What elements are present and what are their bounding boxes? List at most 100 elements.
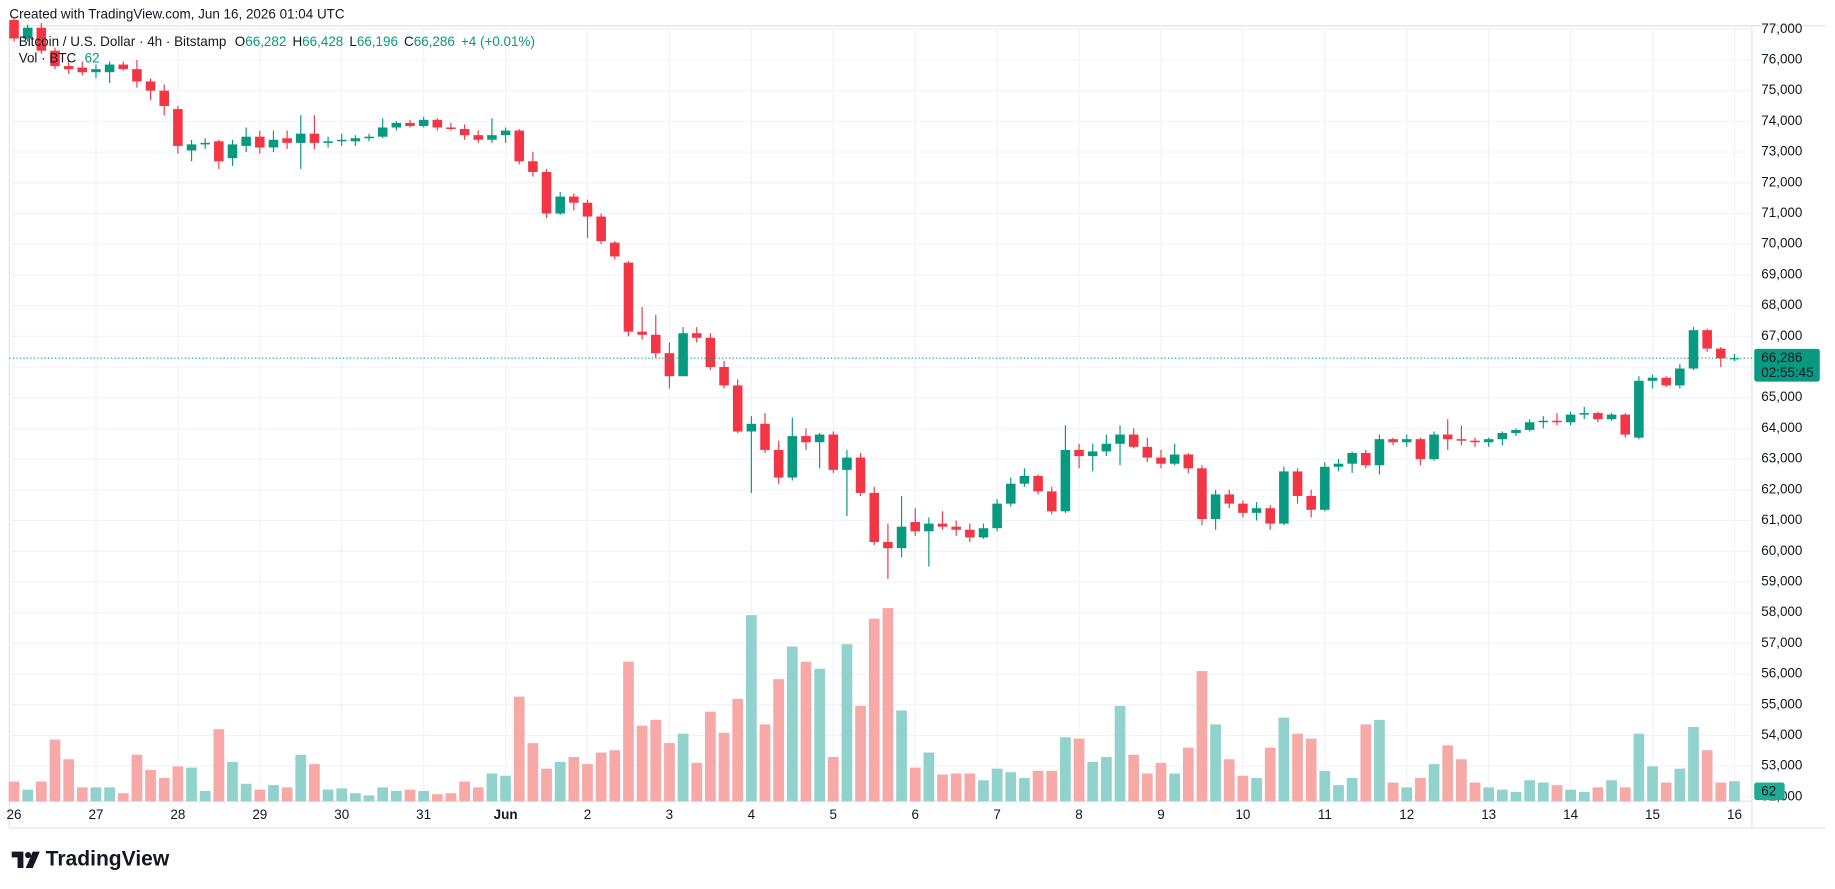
high-value: 66,428 [302,34,343,49]
candle-body [528,161,538,173]
volume-bar [950,773,962,802]
volume-bar [281,787,293,802]
volume-bar [1251,778,1262,802]
volume-bar [49,739,61,802]
candle-body [541,172,552,214]
volume-bar [227,761,238,802]
candle-body [405,122,415,126]
candles [9,16,1740,579]
volume-bar [1100,756,1112,802]
y-tick-label: 59,000 [1761,573,1802,588]
x-tick-label: 26 [7,807,22,822]
volume-bar [1114,705,1126,802]
volume-bar [1196,671,1208,802]
candle-body [350,138,361,142]
candle-body [295,133,306,143]
volume-bar [1701,750,1713,802]
candle-body [678,333,688,377]
candle-body [978,528,989,538]
y-tick-label: 56,000 [1761,666,1802,681]
volume-bar [1346,778,1358,802]
volume-bar [1729,781,1740,802]
candle-body [1347,452,1357,464]
candle-body [9,20,19,39]
volume-title: Vol · BTC [19,50,77,65]
volume-bar [1483,787,1495,802]
volume-bar [1456,759,1467,802]
candle-body [1565,414,1576,423]
x-tick-label: 29 [252,807,267,822]
candle-body [241,136,251,146]
x-tick-label: 7 [993,807,1000,822]
candle-body [1128,434,1139,447]
x-tick-label: Jun [494,807,518,822]
volume-bar [1647,766,1658,802]
volume-bar [295,754,307,802]
countdown: 02:55:45 [1761,365,1813,380]
candle-body [1497,433,1508,440]
volume-bar [486,773,498,802]
candle-body [1197,468,1207,519]
candle-body [1361,452,1371,466]
volume-bar [1565,789,1576,802]
volume-bar [650,719,662,802]
volume-bar [336,788,348,802]
x-tick-label: 30 [334,807,349,822]
candle-body [1688,330,1699,369]
y-tick-label: 74,000 [1761,113,1802,128]
candle-body [159,90,170,106]
volume-bar [1182,747,1194,802]
volume-bar [1237,775,1249,802]
candle-body [1169,454,1180,464]
symbol: Bitcoin / U.S. Dollar · 4h · Bitstamp [19,34,227,49]
volume-bar [186,767,197,802]
volume-bar [322,789,334,802]
legend: Bitcoin / U.S. Dollar · 4h · Bitstamp O6… [19,34,535,65]
x-tick-label: 4 [748,807,756,822]
candle-body [1115,434,1125,444]
candle-body [1101,443,1112,452]
logo-text: TradingView [46,847,170,870]
candle-body [1716,348,1726,359]
candle-body [1333,463,1344,467]
candle-body [1320,466,1330,510]
volume-bar [773,679,785,802]
volume-bar [623,661,634,802]
candle-body [1415,439,1426,460]
volume-legend: Vol · BTC 62 [19,50,100,65]
candle-body [1006,483,1016,504]
candle-body [637,331,647,335]
volume-bar [1019,778,1030,802]
volume-bar [1060,737,1071,802]
candle-body [1224,494,1235,504]
candle-body [965,529,975,538]
y-tick-label: 77,000 [1761,21,1802,36]
volume-bar [1592,787,1604,802]
volume-bar [1360,724,1372,802]
x-tick-label: 31 [416,807,431,822]
candle-body [1306,495,1316,510]
volume-tag [1754,782,1785,801]
candle-body [650,334,661,354]
header: Created with TradingView.com, Jun 16, 20… [9,7,345,22]
volume-tag-label: 62 [1761,783,1776,798]
volume-bar [459,781,470,802]
volume-bar [1578,791,1590,802]
candle-body [828,434,839,470]
x-tick-label: 15 [1645,807,1660,822]
y-tick-label: 69,000 [1761,266,1802,281]
candle-body [268,139,279,148]
volume-bar [199,790,211,802]
candle-body [91,69,101,73]
volume-bar [1223,759,1235,802]
volume-bar [991,768,1003,802]
volume-bar [568,756,580,802]
volume-bar [1606,780,1617,802]
candle-body [1374,439,1385,466]
volume-bar [131,754,143,802]
volume-bar [896,710,907,802]
volume-bar [978,780,989,802]
candle-body [610,242,620,257]
volume-bar [240,783,252,802]
